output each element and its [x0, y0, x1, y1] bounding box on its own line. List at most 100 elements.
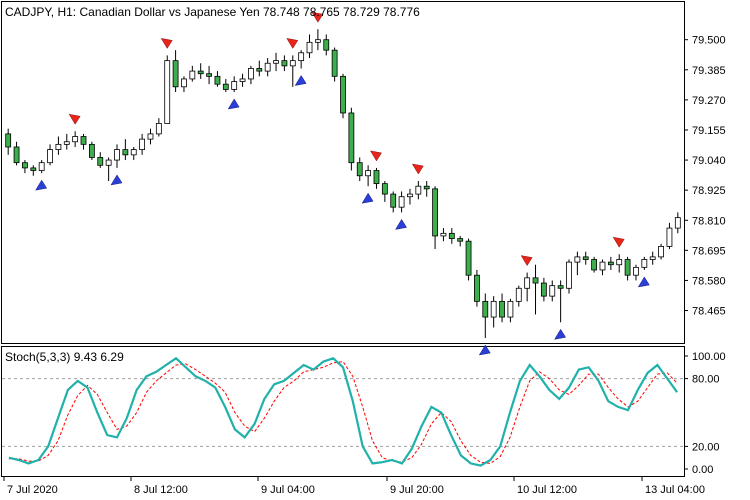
up-fractal-arrow-icon — [411, 163, 424, 175]
candle — [474, 269, 480, 307]
bull-candle-body — [407, 193, 413, 198]
bull-candle-body — [289, 60, 296, 67]
candle — [97, 152, 104, 168]
stochastic-axis-label: 100.00 — [692, 351, 726, 363]
candle — [398, 191, 405, 213]
candle — [47, 144, 53, 166]
up-fractal-arrow-icon — [160, 38, 173, 49]
bear-candle-body — [331, 49, 338, 77]
bull-candle-body — [63, 141, 70, 145]
up-fractal-arrow-icon — [68, 113, 81, 125]
bull-candle-body — [398, 196, 405, 208]
candle — [549, 280, 556, 302]
candle — [80, 133, 87, 150]
bear-candle-body — [13, 146, 20, 164]
bull-candle-body — [38, 162, 45, 171]
stochastic-signal-line — [8, 361, 678, 464]
candle — [591, 256, 598, 273]
down-fractal-arrow-icon — [361, 192, 374, 204]
main-chart-frame[interactable] — [1, 1, 685, 344]
candle — [222, 78, 229, 93]
symbol-description: Canadian Dollar vs Japanese Yen — [80, 5, 260, 19]
down-fractal-arrow-icon — [395, 218, 408, 230]
bull-candle-body — [314, 39, 321, 43]
candle — [423, 181, 430, 197]
bull-candle-body — [189, 70, 196, 80]
bear-candle-body — [281, 60, 288, 67]
bull-candle-body — [306, 41, 313, 54]
bear-candle-body — [465, 240, 472, 276]
bull-candle-body — [658, 246, 664, 258]
bull-candle-body — [72, 136, 79, 143]
candle — [63, 133, 70, 150]
bear-candle-body — [432, 188, 438, 237]
candle — [381, 181, 388, 202]
candle — [641, 256, 648, 270]
bear-candle-body — [214, 75, 221, 85]
candle — [448, 228, 455, 244]
down-fractal-arrow-icon — [35, 179, 48, 191]
candle — [323, 34, 330, 56]
candle — [13, 141, 20, 166]
price-axis-label: 78.925 — [692, 185, 726, 197]
bull-candle-body — [298, 52, 305, 62]
candle — [289, 55, 296, 87]
bull-candle-body — [524, 277, 531, 289]
down-fractal-arrow-icon — [110, 174, 123, 186]
bull-candle-body — [105, 159, 112, 166]
candle — [139, 133, 146, 155]
fractal-arrows-layer — [35, 11, 650, 356]
bull-candle-body — [616, 259, 623, 266]
bear-candle-body — [256, 68, 263, 72]
bull-candle-body — [139, 138, 146, 150]
stochastic-levels — [2, 378, 684, 447]
candle — [465, 238, 472, 281]
down-fractal-arrow-icon — [227, 98, 240, 110]
candle — [172, 50, 179, 93]
candle — [373, 167, 380, 189]
candle — [22, 160, 28, 174]
price-axis: 79.500 79.385 79.270 79.155 79.040 78.925 78.8… — [684, 35, 726, 318]
bear-candle-body — [540, 282, 547, 297]
bear-candle-body — [457, 238, 464, 242]
stochastic-header: Stoch(5,3,3) 9.43 6.29 — [5, 350, 124, 364]
candle — [248, 65, 254, 85]
bear-candle-body — [381, 183, 388, 195]
stochastic-axis: 100.00 80.00 20.00 0.00 — [684, 351, 726, 476]
candle — [499, 293, 505, 323]
stochastic-axis-label: 0.00 — [692, 464, 713, 476]
time-axis-label: 7 Jul 2020 — [7, 484, 58, 496]
bull-candle-body — [130, 149, 137, 156]
bull-candle-body — [114, 149, 120, 161]
price-axis-label: 79.500 — [692, 35, 726, 47]
bear-candle-body — [122, 149, 129, 156]
price-axis-label: 79.155 — [692, 125, 726, 137]
up-fractal-arrow-icon — [311, 11, 324, 23]
candle — [674, 212, 681, 234]
price-axis-label: 79.385 — [692, 65, 726, 77]
bear-candle-body — [88, 143, 95, 158]
candle — [532, 264, 539, 315]
bear-candle-body — [206, 73, 212, 77]
candle — [273, 52, 279, 72]
candle — [340, 73, 346, 119]
up-fractal-arrow-icon — [369, 150, 382, 162]
stochastic-lines — [8, 356, 678, 467]
bull-candle-body — [231, 81, 238, 90]
candle — [365, 165, 372, 187]
bull-candle-body — [649, 256, 656, 260]
stochastic-frame[interactable] — [1, 346, 685, 477]
bull-candle-body — [674, 217, 681, 229]
candle — [264, 58, 271, 77]
candle — [607, 256, 614, 270]
price-axis-label: 78.465 — [692, 306, 726, 318]
bull-candle-body — [47, 149, 53, 164]
candle — [524, 272, 531, 302]
ohlc-values: 78.748 78.765 78.729 78.776 — [263, 5, 420, 19]
candle — [239, 73, 246, 87]
candle — [407, 188, 413, 205]
candle — [130, 146, 137, 161]
candle — [490, 296, 497, 328]
down-fractal-arrow-icon — [478, 344, 491, 356]
candle — [206, 65, 212, 85]
